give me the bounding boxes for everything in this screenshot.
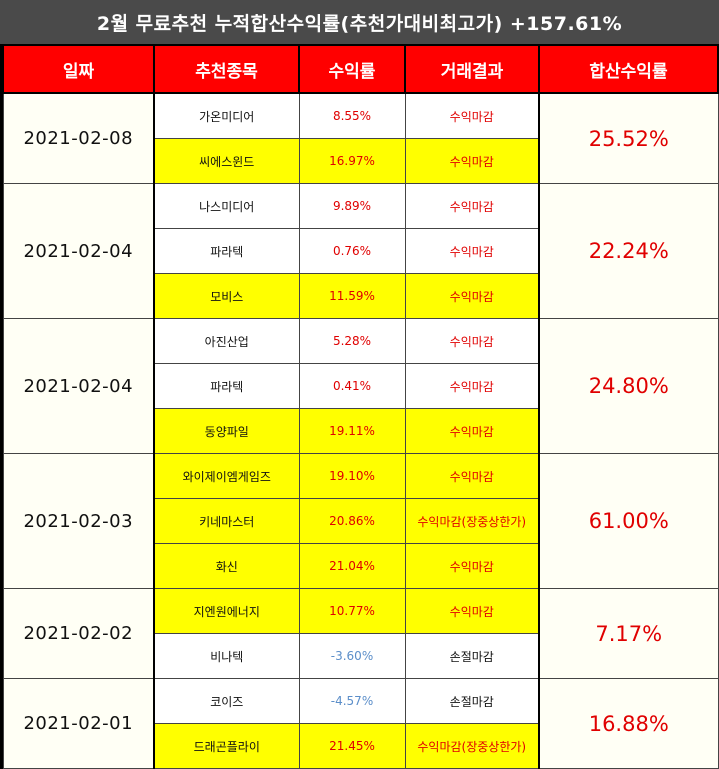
stock-return: 16.97% xyxy=(298,138,406,184)
stock-return: 8.55% xyxy=(298,92,406,139)
trade-result: 수익마감 xyxy=(404,273,540,319)
table-row: 모비스 11.59% 수익마감 xyxy=(3,273,718,319)
stock-name: 드래곤플라이 xyxy=(153,723,300,769)
stock-return: 11.59% xyxy=(298,273,406,319)
stock-name: 파라텍 xyxy=(153,228,300,274)
stock-return: 20.86% xyxy=(298,498,406,544)
trade-result: 수익마감 xyxy=(404,92,540,139)
trade-result: 수익마감 xyxy=(404,588,540,634)
stock-name: 나스미디어 xyxy=(153,183,300,229)
header-row: 일짜 추천종목 수익률 거래결과 합산수익률 xyxy=(2,44,719,94)
stock-name: 아진산업 xyxy=(153,318,300,364)
group-total-return: 7.17% xyxy=(538,588,719,679)
stock-return: -3.60% xyxy=(298,633,406,679)
header-return: 수익률 xyxy=(298,44,406,94)
group-date: 2021-02-02 xyxy=(2,588,155,679)
group-date: 2021-02-08 xyxy=(2,92,155,184)
trade-result: 손절마감 xyxy=(404,633,540,679)
trade-result: 수익마감(장중상한가) xyxy=(404,498,540,544)
group-date: 2021-02-03 xyxy=(2,453,155,589)
stock-name: 코이즈 xyxy=(153,678,300,724)
stock-name: 키네마스터 xyxy=(153,498,300,544)
trade-result: 수익마감 xyxy=(404,543,540,589)
table-row: 동양파일 19.11% 수익마감 xyxy=(3,408,718,454)
trade-result: 수익마감 xyxy=(404,183,540,229)
table-row: 2021-02-01 코이즈 -4.57% 손절마감 16.88% xyxy=(2,678,719,769)
table-row: 드래곤플라이 21.45% 수익마감(장중상한가) xyxy=(3,723,718,769)
table-row: 화신 21.04% 수익마감 xyxy=(3,543,718,589)
header-date: 일짜 xyxy=(2,44,155,94)
stock-return: 0.41% xyxy=(298,363,406,409)
group-total-return: 16.88% xyxy=(538,678,719,769)
group-date: 2021-02-01 xyxy=(2,678,155,769)
stock-name: 지엔원에너지 xyxy=(153,588,300,634)
group-total-return: 25.52% xyxy=(538,92,719,184)
stock-name: 와이제이엠게임즈 xyxy=(153,453,300,499)
stock-return: 21.04% xyxy=(298,543,406,589)
stock-name: 비나텍 xyxy=(153,633,300,679)
trade-result: 수익마감 xyxy=(404,363,540,409)
trade-result: 수익마감 xyxy=(404,318,540,364)
header-result: 거래결과 xyxy=(404,44,540,94)
header-stock: 추천종목 xyxy=(153,44,300,94)
table-row: 비나텍 -3.60% 손절마감 xyxy=(3,633,718,679)
trade-result: 수익마감 xyxy=(404,453,540,499)
table-row: 2021-02-04 나스미디어 9.89% 수익마감 22.24% xyxy=(2,183,719,319)
stock-return: 10.77% xyxy=(298,588,406,634)
table-row: 2021-02-03 와이제이엠게임즈 19.10% 수익마감 61.00% xyxy=(2,453,719,589)
header-total: 합산수익률 xyxy=(538,44,719,94)
trade-result: 수익마감(장중상한가) xyxy=(404,723,540,769)
group-total-return: 22.24% xyxy=(538,183,719,319)
trade-result: 수익마감 xyxy=(404,138,540,184)
group-total-return: 61.00% xyxy=(538,453,719,589)
stock-name: 씨에스윈드 xyxy=(153,138,300,184)
table-row: 씨에스윈드 16.97% 수익마감 xyxy=(3,138,718,184)
table-row: 키네마스터 20.86% 수익마감(장중상한가) xyxy=(3,498,718,544)
table-row: 파라텍 0.41% 수익마감 xyxy=(3,363,718,409)
stock-return: 0.76% xyxy=(298,228,406,274)
group-date: 2021-02-04 xyxy=(2,183,155,319)
stock-return: 19.10% xyxy=(298,453,406,499)
trade-result: 수익마감 xyxy=(404,408,540,454)
table-row: 2021-02-08 가온미디어 8.55% 수익마감 25.52% xyxy=(2,92,719,184)
table-body: 2021-02-08 가온미디어 8.55% 수익마감 25.52% 씨에스윈드 16.97… xyxy=(2,92,719,769)
stock-name: 가온미디어 xyxy=(153,92,300,139)
stock-return: 21.45% xyxy=(298,723,406,769)
trade-result: 수익마감 xyxy=(404,228,540,274)
stock-name: 모비스 xyxy=(153,273,300,319)
group-date: 2021-02-04 xyxy=(2,318,155,454)
stock-name: 화신 xyxy=(153,543,300,589)
table-row: 2021-02-02 지엔원에너지 10.77% 수익마감 7.17% xyxy=(2,588,719,679)
stock-return: 19.11% xyxy=(298,408,406,454)
table-row: 2021-02-04 아진산업 5.28% 수익마감 24.80% xyxy=(2,318,719,454)
page-title: 2월 무료추천 누적합산수익률(추천가대비최고가) +157.61% xyxy=(0,0,719,44)
recommendation-table: 일짜 추천종목 수익률 거래결과 합산수익률 2021-02-08 가온미디어 8.… xyxy=(2,44,719,769)
stock-return: -4.57% xyxy=(298,678,406,724)
table-row: 파라텍 0.76% 수익마감 xyxy=(3,228,718,274)
stock-name: 파라텍 xyxy=(153,363,300,409)
stock-return: 5.28% xyxy=(298,318,406,364)
trade-result: 손절마감 xyxy=(404,678,540,724)
group-total-return: 24.80% xyxy=(538,318,719,454)
stock-name: 동양파일 xyxy=(153,408,300,454)
stock-return: 9.89% xyxy=(298,183,406,229)
